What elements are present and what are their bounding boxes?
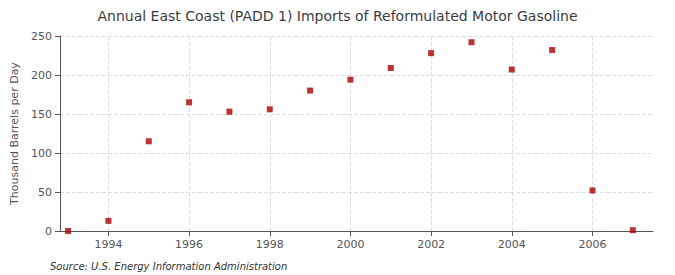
svg-text:Annual East Coast (PADD 1) Imp: Annual East Coast (PADD 1) Imports of Re… — [97, 8, 577, 24]
svg-text:250: 250 — [31, 30, 52, 43]
svg-text:2000: 2000 — [336, 238, 364, 251]
svg-text:1996: 1996 — [175, 238, 203, 251]
svg-text:150: 150 — [31, 108, 52, 121]
svg-text:2006: 2006 — [578, 238, 606, 251]
svg-text:2002: 2002 — [417, 238, 445, 251]
svg-text:100: 100 — [31, 147, 52, 160]
svg-text:2004: 2004 — [498, 238, 526, 251]
svg-text:1998: 1998 — [256, 238, 284, 251]
svg-text:1994: 1994 — [94, 238, 122, 251]
svg-text:0: 0 — [45, 225, 52, 238]
svg-text:Thousand Barrels per Day: Thousand Barrels per Day — [8, 62, 21, 206]
svg-text:50: 50 — [38, 186, 52, 199]
svg-text:200: 200 — [31, 69, 52, 82]
svg-text:Source: U.S. Energy Informatio: Source: U.S. Energy Information Administ… — [50, 261, 287, 272]
